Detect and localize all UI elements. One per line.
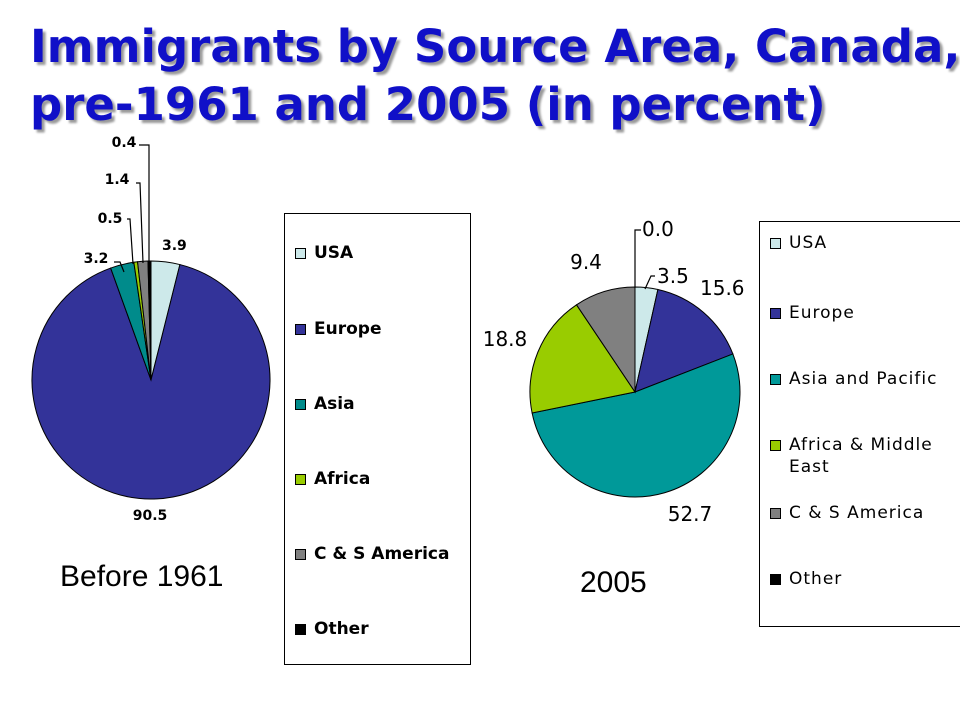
legend-label: Other: [789, 569, 843, 589]
leader-line-other: [634, 229, 641, 288]
data-label-usa: 3.5: [657, 264, 689, 288]
data-label-c-and-s-america: 9.4: [570, 250, 602, 274]
legend-swatch: [295, 549, 306, 560]
legend-label: Asia and Pacific: [789, 369, 938, 389]
legend-item-europe: Europe: [770, 302, 960, 324]
legend-swatch: [295, 624, 306, 635]
legend-label: Europe: [789, 303, 855, 323]
page-title: Immigrants by Source Area, Canada, pre-1…: [30, 18, 960, 134]
data-label-asia-and-pacific: 52.7: [668, 502, 713, 526]
leader-line-africa: [127, 218, 134, 265]
legend-swatch: [770, 308, 781, 319]
pie-slice-europe: [634, 288, 734, 393]
leader-line-c-and-s-america: [136, 182, 144, 264]
legend-item-usa: USA: [770, 232, 960, 254]
legend-item-asia: Asia: [295, 394, 355, 414]
legend-label: Africa: [314, 469, 371, 489]
caption-2005: 2005: [580, 566, 647, 599]
pie-chart-before-1961: 3.9 90.5 3.2 0.5 1.4 0.4: [31, 135, 271, 524]
legend-label: USA: [789, 233, 828, 253]
data-label-other: 0.4: [112, 135, 137, 151]
pie-slice-europe: [31, 263, 271, 500]
legend-swatch: [770, 238, 781, 249]
legend-swatch: [295, 324, 306, 335]
legend-2005: USA Europe Asia and Pacific Africa & Middle…: [759, 221, 960, 627]
pie-slice-africa-and-middle-east: [529, 304, 636, 414]
legend-swatch: [770, 574, 781, 585]
legend-label: USA: [314, 243, 354, 263]
pie-slice-asia-and-pacific: [531, 353, 741, 498]
title-line-2: pre-1961 and 2005 (in percent): [30, 78, 826, 131]
legend-label: Other: [314, 619, 369, 639]
data-label-africa: 0.5: [98, 211, 123, 227]
legend-swatch: [295, 474, 306, 485]
legend-swatch: [295, 399, 306, 410]
legend-label: Asia: [314, 394, 355, 414]
caption-before-1961: Before 1961: [60, 560, 224, 593]
legend-item-other: Other: [295, 619, 369, 639]
data-label-usa: 3.9: [162, 238, 187, 254]
data-label-europe: 90.5: [133, 508, 168, 524]
legend-swatch: [770, 440, 781, 451]
data-label-asia: 3.2: [84, 251, 109, 267]
legend-before-1961: USA Europe Asia Africa C & S America Other: [284, 213, 471, 665]
pie-chart-2005: 3.5 15.6 52.7 18.8 9.4 0.0: [483, 217, 745, 526]
legend-swatch: [770, 374, 781, 385]
data-label-africa-and-middle-east: 18.8: [483, 327, 528, 351]
legend-item-africa: Africa: [295, 469, 370, 489]
legend-item-other: Other: [770, 568, 960, 590]
legend-item-europe: Europe: [295, 319, 381, 339]
legend-item-c-and-s-america: C & S America: [770, 502, 960, 524]
title-line-1: Immigrants by Source Area, Canada,: [30, 20, 960, 73]
legend-item-asia-and-pacific: Asia and Pacific: [770, 368, 960, 390]
legend-label: C & S America: [314, 544, 450, 564]
legend-swatch: [770, 508, 781, 519]
data-label-europe: 15.6: [700, 276, 745, 300]
leader-line-other: [139, 144, 150, 262]
legend-label: Europe: [314, 319, 382, 339]
legend-label: Africa & Middle East: [789, 435, 933, 477]
data-label-c-and-s-america: 1.4: [105, 172, 130, 188]
legend-item-africa-and-middle-east: Africa & Middle East: [770, 434, 960, 478]
legend-item-c-and-s-america: C & S America: [295, 544, 449, 564]
leader-line-usa: [644, 275, 655, 290]
leader-line-asia: [114, 261, 125, 273]
legend-swatch: [295, 248, 306, 259]
data-label-other: 0.0: [642, 217, 674, 241]
legend-label: C & S America: [789, 503, 925, 523]
legend-item-usa: USA: [295, 243, 353, 263]
